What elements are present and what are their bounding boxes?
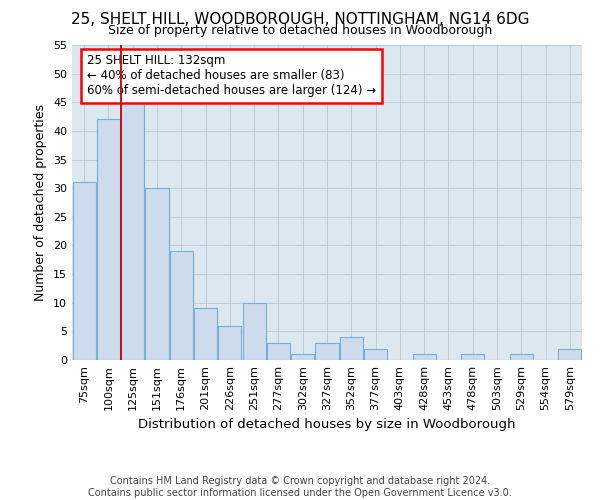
Y-axis label: Number of detached properties: Number of detached properties (34, 104, 47, 301)
Bar (145, 188, 169, 360)
Text: 25, SHELT HILL, WOODBOROUGH, NOTTINGHAM, NG14 6DG: 25, SHELT HILL, WOODBOROUGH, NOTTINGHAM,… (71, 12, 529, 28)
Text: Contains HM Land Registry data © Crown copyright and database right 2024.
Contai: Contains HM Land Registry data © Crown c… (88, 476, 512, 498)
Bar (364, 348, 387, 360)
Bar (291, 354, 314, 360)
Bar (316, 343, 338, 360)
Bar (73, 182, 95, 360)
Text: Size of property relative to detached houses in Woodborough: Size of property relative to detached ho… (108, 24, 492, 37)
Bar (194, 308, 217, 360)
Bar (559, 348, 581, 360)
Bar (121, 96, 144, 360)
Bar (461, 354, 484, 360)
Bar (97, 120, 120, 360)
Bar (242, 302, 266, 360)
Bar (267, 343, 290, 360)
X-axis label: Distribution of detached houses by size in Woodborough: Distribution of detached houses by size … (138, 418, 516, 432)
Bar (218, 326, 241, 360)
Bar (340, 337, 363, 360)
Bar (170, 251, 193, 360)
Text: 25 SHELT HILL: 132sqm
← 40% of detached houses are smaller (83)
60% of semi-deta: 25 SHELT HILL: 132sqm ← 40% of detached … (88, 54, 376, 98)
Bar (510, 354, 533, 360)
Bar (413, 354, 436, 360)
